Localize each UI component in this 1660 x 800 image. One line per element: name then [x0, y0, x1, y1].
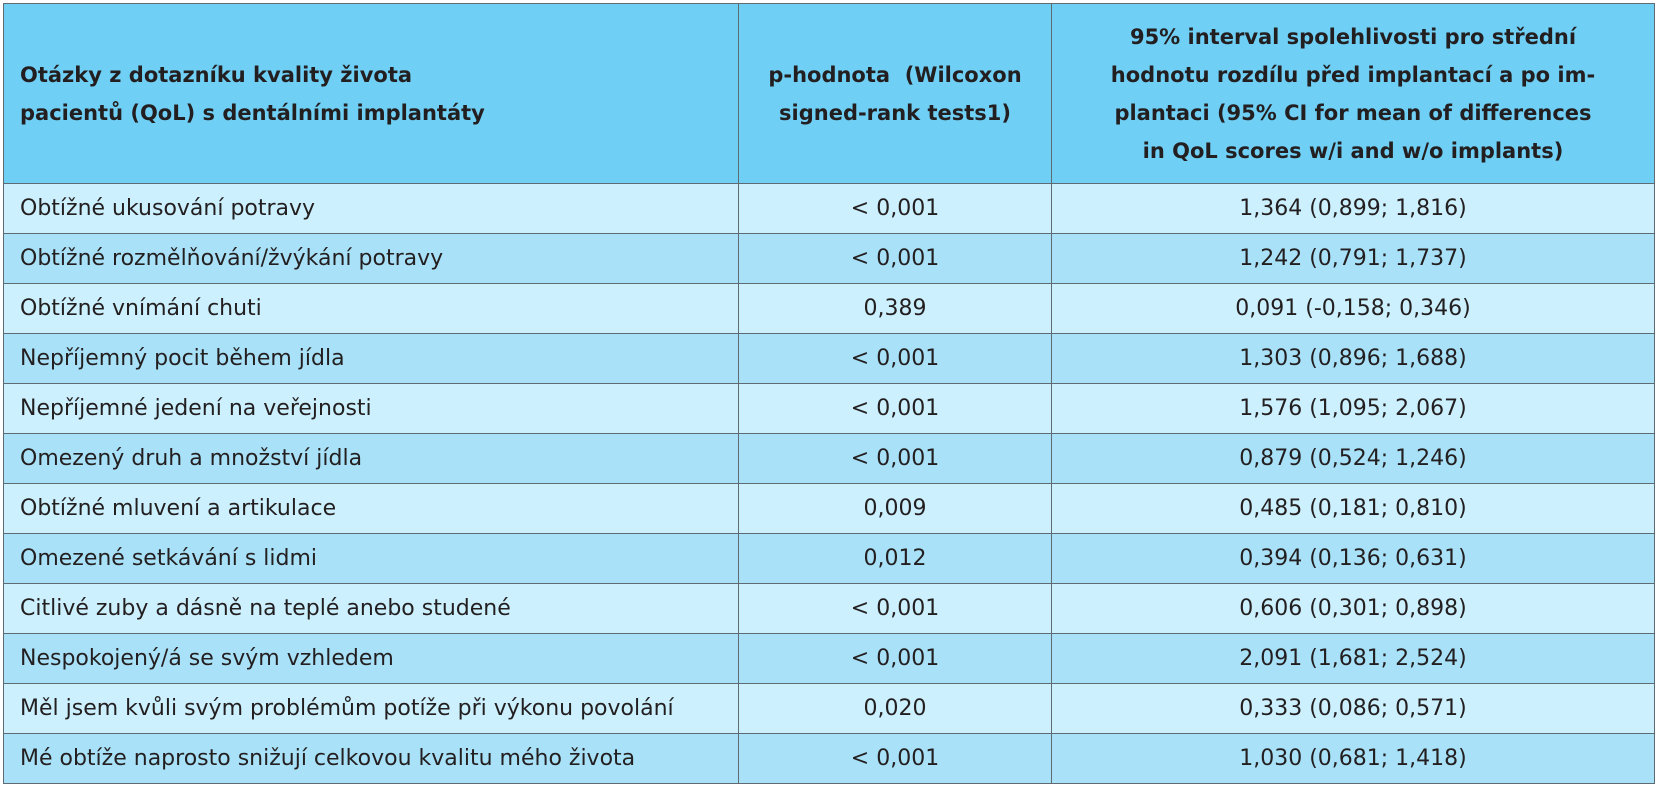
cell-pvalue: < 0,001 — [738, 333, 1052, 384]
cell-pvalue: < 0,001 — [738, 433, 1052, 484]
cell-ci: 2,091 (1,681; 2,524) — [1051, 633, 1655, 684]
cell-question: Mé obtíže naprosto snižují celkovou kval… — [3, 733, 739, 784]
cell-pvalue: 0,009 — [738, 483, 1052, 534]
table-row: Omezené setkávání s lidmi 0,012 0,394 (0,1… — [3, 533, 1655, 584]
table-body: Obtížné ukusování potravy < 0,001 1,364 (0… — [3, 183, 1655, 784]
cell-question: Obtížné mluvení a artikulace — [3, 483, 739, 534]
cell-question: Obtížné ukusování potravy — [3, 183, 739, 234]
table-row: Omezený druh a množství jídla < 0,001 0,87… — [3, 433, 1655, 484]
cell-pvalue: < 0,001 — [738, 633, 1052, 684]
header-question: Otázky z dotazníku kvality života pacien… — [3, 3, 739, 184]
cell-ci: 1,030 (0,681; 1,418) — [1051, 733, 1655, 784]
header-pvalue-line: p-hodnota (Wilcoxon — [768, 62, 1022, 87]
cell-ci: 1,242 (0,791; 1,737) — [1051, 233, 1655, 284]
header-ci: 95% interval spolehlivosti pro střední h… — [1051, 3, 1655, 184]
cell-question: Omezený druh a množství jídla — [3, 433, 739, 484]
cell-ci: 0,091 (-0,158; 0,346) — [1051, 283, 1655, 334]
header-question-line: pacientů (QoL) s dentálními implantáty — [20, 100, 485, 125]
cell-ci: 0,606 (0,301; 0,898) — [1051, 583, 1655, 634]
header-pvalue: p-hodnota (Wilcoxon signed-rank tests1) — [738, 3, 1052, 184]
cell-question: Obtížné vnímání chuti — [3, 283, 739, 334]
table-row: Měl jsem kvůli svým problémům potíže při… — [3, 683, 1655, 734]
cell-ci: 1,303 (0,896; 1,688) — [1051, 333, 1655, 384]
cell-pvalue: 0,012 — [738, 533, 1052, 584]
header-question-line: Otázky z dotazníku kvality života — [20, 62, 413, 87]
header-ci-line: plantaci (95% CI for mean of differences — [1114, 100, 1592, 125]
table-row: Obtížné mluvení a artikulace 0,009 0,485 (… — [3, 483, 1655, 534]
cell-pvalue: 0,389 — [738, 283, 1052, 334]
table-row: Mé obtíže naprosto snižují celkovou kval… — [3, 733, 1655, 784]
cell-pvalue: < 0,001 — [738, 383, 1052, 434]
table-row: Nespokojený/á se svým vzhledem < 0,001 2,0… — [3, 633, 1655, 684]
header-pvalue-line: signed-rank tests1) — [779, 100, 1011, 125]
qol-results-table: Otázky z dotazníku kvality života pacien… — [3, 3, 1655, 784]
cell-ci: 1,364 (0,899; 1,816) — [1051, 183, 1655, 234]
cell-question: Omezené setkávání s lidmi — [3, 533, 739, 584]
cell-ci: 1,576 (1,095; 2,067) — [1051, 383, 1655, 434]
cell-question: Měl jsem kvůli svým problémům potíže při… — [3, 683, 739, 734]
header-ci-line: hodnotu rozdílu před implantací a po im- — [1110, 62, 1596, 87]
cell-question: Nepříjemné jedení na veřejnosti — [3, 383, 739, 434]
table-row: Obtížné ukusování potravy < 0,001 1,364 (0… — [3, 183, 1655, 234]
cell-ci: 0,394 (0,136; 0,631) — [1051, 533, 1655, 584]
cell-question: Citlivé zuby a dásně na teplé anebo stud… — [3, 583, 739, 634]
cell-pvalue: < 0,001 — [738, 583, 1052, 634]
cell-pvalue: 0,020 — [738, 683, 1052, 734]
cell-ci: 0,879 (0,524; 1,246) — [1051, 433, 1655, 484]
cell-pvalue: < 0,001 — [738, 183, 1052, 234]
table-row: Nepříjemné jedení na veřejnosti < 0,001 1,… — [3, 383, 1655, 434]
table-header-row: Otázky z dotazníku kvality života pacien… — [3, 3, 1655, 184]
header-ci-line: in QoL scores w/i and w/o implants) — [1142, 138, 1564, 163]
cell-question: Nespokojený/á se svým vzhledem — [3, 633, 739, 684]
header-ci-line: 95% interval spolehlivosti pro střední — [1129, 24, 1577, 49]
table-row: Citlivé zuby a dásně na teplé anebo stud… — [3, 583, 1655, 634]
cell-question: Nepříjemný pocit během jídla — [3, 333, 739, 384]
cell-question: Obtížné rozmělňování/žvýkání potravy — [3, 233, 739, 284]
cell-pvalue: < 0,001 — [738, 233, 1052, 284]
table-row: Obtížné rozmělňování/žvýkání potravy < 0,… — [3, 233, 1655, 284]
cell-ci: 0,485 (0,181; 0,810) — [1051, 483, 1655, 534]
cell-pvalue: < 0,001 — [738, 733, 1052, 784]
cell-ci: 0,333 (0,086; 0,571) — [1051, 683, 1655, 734]
table-row: Obtížné vnímání chuti 0,389 0,091 (-0,158;… — [3, 283, 1655, 334]
table-row: Nepříjemný pocit během jídla < 0,001 1,303… — [3, 333, 1655, 384]
